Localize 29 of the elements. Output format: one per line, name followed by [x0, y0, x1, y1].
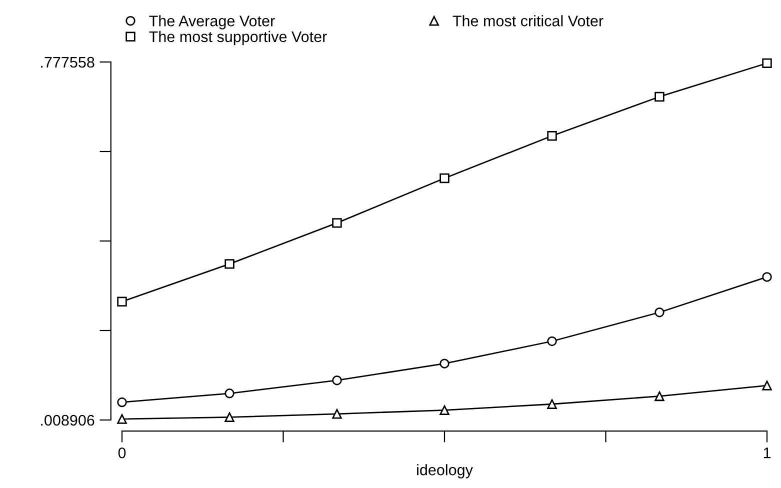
- point: [224, 259, 234, 269]
- legend-label: The most supportive Voter: [149, 30, 327, 46]
- point: [224, 412, 234, 422]
- point: [117, 296, 127, 307]
- point: [332, 376, 342, 386]
- point: [332, 409, 342, 419]
- point: [224, 388, 234, 398]
- point: [762, 380, 772, 390]
- point: [547, 336, 557, 346]
- point: [440, 405, 450, 416]
- point: [332, 218, 342, 228]
- point: [762, 272, 772, 282]
- point: [762, 58, 772, 68]
- point: [440, 358, 450, 368]
- legend-label: The Average Voter: [149, 15, 275, 30]
- legend-label: The most critical Voter: [452, 15, 604, 26]
- point: [654, 308, 664, 318]
- point: [117, 414, 127, 424]
- point: [654, 92, 664, 102]
- point: [440, 173, 450, 184]
- x-tick-label: 0: [118, 447, 126, 458]
- y-tick-label: .008906: [41, 414, 94, 426]
- y-tick-label: .777558: [41, 56, 94, 68]
- point: [547, 130, 557, 141]
- x-axis-title: ideology: [417, 464, 473, 478]
- x-tick-label: 1: [764, 448, 771, 458]
- point: [654, 391, 664, 402]
- point: [117, 397, 127, 408]
- point: [547, 399, 557, 409]
